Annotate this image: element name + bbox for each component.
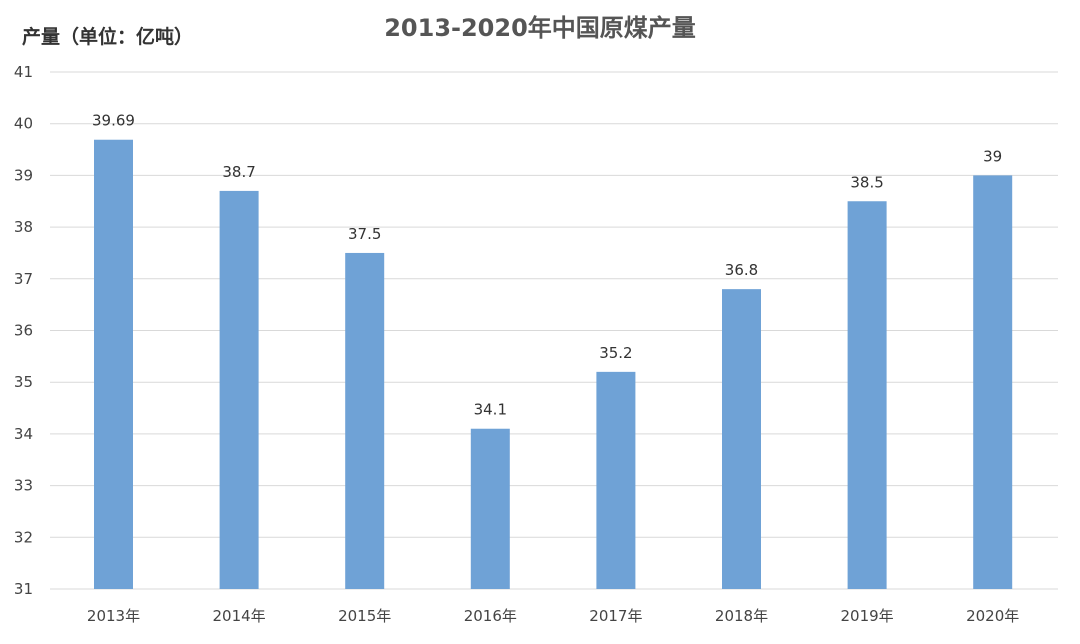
y-tick-label: 31 <box>14 580 33 598</box>
data-label: 38.5 <box>850 173 883 191</box>
x-tick-label: 2014年 <box>213 607 266 625</box>
y-tick-label: 39 <box>14 166 33 184</box>
data-label: 35.2 <box>599 344 632 362</box>
bar <box>722 289 761 589</box>
y-tick-label: 35 <box>14 373 33 391</box>
y-tick-label: 41 <box>14 63 33 81</box>
y-tick-label: 36 <box>14 322 33 340</box>
data-label: 38.7 <box>222 163 255 181</box>
data-label: 34.1 <box>474 401 507 419</box>
data-label: 37.5 <box>348 225 381 243</box>
x-tick-label: 2016年 <box>464 607 517 625</box>
y-tick-label: 33 <box>14 477 33 495</box>
y-axis-label: 产量（单位：亿吨） <box>22 26 194 48</box>
x-tick-label: 2017年 <box>589 607 642 625</box>
y-tick-label: 34 <box>14 425 33 443</box>
x-tick-label: 2015年 <box>338 607 391 625</box>
y-tick-label: 38 <box>14 218 33 236</box>
bar <box>596 371 636 589</box>
bar <box>219 190 259 589</box>
y-tick-label: 40 <box>14 115 33 133</box>
bars <box>94 139 1013 590</box>
data-labels: 39.69 38.7 37.5 34.1 35.2 36.8 38.5 39 <box>92 112 1002 419</box>
y-tick-label: 37 <box>14 270 33 288</box>
y-tick-label: 32 <box>14 528 33 546</box>
bar <box>847 201 887 589</box>
chart-title: 2013-2020年中国原煤产量 <box>384 14 696 42</box>
bar <box>94 139 133 590</box>
x-tick-label: 2020年 <box>966 607 1019 625</box>
bar <box>470 428 510 589</box>
x-axis-ticks: 2013年 2014年 2015年 2016年 2017年 2018年 2019年 2020年 <box>87 607 1019 625</box>
bar <box>345 252 385 589</box>
x-tick-label: 2013年 <box>87 607 140 625</box>
x-tick-label: 2019年 <box>841 607 894 625</box>
data-label: 39 <box>983 147 1002 165</box>
data-label: 36.8 <box>725 261 758 279</box>
data-label: 39.69 <box>92 112 135 130</box>
bar <box>973 175 1013 589</box>
x-tick-label: 2018年 <box>715 607 768 625</box>
gridlines <box>50 71 1058 590</box>
y-axis-ticks: 31 32 33 34 35 36 37 38 39 40 41 <box>14 63 33 598</box>
